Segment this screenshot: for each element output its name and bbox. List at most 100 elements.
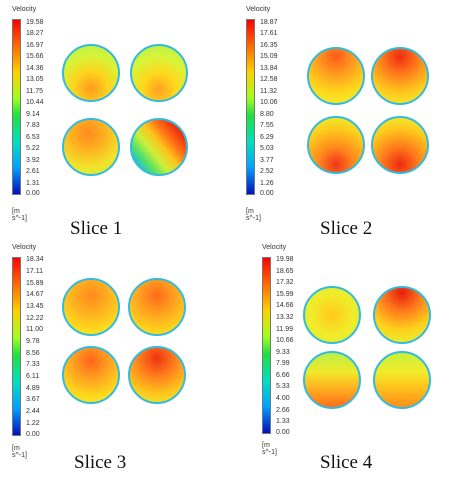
tick-label: 1.22	[26, 420, 40, 427]
contour-disc	[307, 116, 365, 174]
colorbar	[12, 257, 21, 436]
tick-label: 14.67	[26, 291, 44, 298]
slice-label: Slice 3	[74, 452, 127, 473]
unit-label: [m s^-1]	[12, 208, 27, 222]
tick-label: 6.66	[276, 372, 290, 379]
tick-label: 6.11	[26, 373, 40, 380]
contour-disc	[373, 286, 431, 344]
tick-label: 15.89	[26, 280, 44, 287]
tick-label: 9.78	[26, 338, 40, 345]
tick-label: 9.33	[276, 349, 290, 356]
tick-label: 18.87	[260, 19, 278, 26]
tick-label: 6.53	[26, 134, 40, 141]
tick-label: 5.22	[26, 145, 40, 152]
tick-label: 2.61	[26, 168, 40, 175]
contour-disc	[303, 286, 361, 344]
colorbar	[246, 19, 255, 195]
tick-label: 14.36	[26, 65, 44, 72]
tick-label: 2.66	[276, 407, 290, 414]
tick-label: 13.32	[276, 314, 294, 321]
contour-disc	[307, 47, 365, 105]
tick-label: 11.32	[260, 88, 277, 95]
contour-disc	[371, 116, 429, 174]
tick-label: 3.92	[26, 157, 40, 164]
tick-label: 8.56	[26, 350, 40, 357]
tick-label: 11.00	[26, 326, 43, 333]
contour-disc	[303, 351, 361, 409]
tick-label: 9.14	[26, 111, 40, 118]
tick-label: 10.06	[260, 99, 278, 106]
legend-title: Velocity	[12, 6, 37, 13]
tick-label: 13.84	[260, 65, 278, 72]
unit-label: [m s^-1]	[262, 442, 277, 456]
tick-label: 7.33	[26, 361, 40, 368]
tick-label: 15.99	[276, 291, 294, 298]
tick-label: 16.97	[26, 42, 44, 49]
tick-label: 12.22	[26, 315, 44, 322]
tick-label: 8.80	[260, 111, 274, 118]
unit-label: [m s^-1]	[12, 445, 27, 459]
legend-title: Velocity	[12, 244, 37, 251]
contour-disc	[130, 44, 188, 102]
velocity-contour-discs	[303, 286, 431, 409]
tick-label: 19.98	[276, 256, 294, 263]
tick-label: 10.66	[276, 337, 294, 344]
tick-label: 0.00	[260, 190, 274, 197]
contour-disc	[62, 118, 120, 176]
colorbar	[12, 19, 21, 195]
tick-label: 18.34	[26, 256, 44, 263]
tick-label: 15.66	[26, 53, 44, 60]
slice-label: Slice 4	[320, 452, 373, 473]
tick-label: 18.27	[26, 30, 44, 37]
tick-label: 7.99	[276, 360, 290, 367]
tick-label: 0.00	[26, 190, 40, 197]
legend-title: Velocity	[246, 6, 271, 13]
contour-disc	[128, 278, 186, 336]
tick-label: 3.77	[260, 157, 274, 164]
tick-label: 6.29	[260, 134, 274, 141]
legend-title: Velocity	[262, 244, 287, 251]
tick-label: 17.11	[26, 268, 43, 275]
contour-disc	[373, 351, 431, 409]
tick-label: 2.44	[26, 408, 40, 415]
tick-label: 5.03	[260, 145, 274, 152]
velocity-contour-discs	[62, 44, 188, 176]
tick-label: 17.61	[260, 30, 278, 37]
tick-label: 2.52	[260, 168, 274, 175]
slice-label: Slice 1	[70, 218, 123, 239]
tick-label: 0.00	[276, 429, 290, 436]
tick-label: 12.58	[260, 76, 278, 83]
tick-label: 7.55	[260, 122, 274, 129]
contour-disc	[62, 44, 120, 102]
slice-label: Slice 2	[320, 218, 373, 239]
tick-label: 4.00	[276, 395, 290, 402]
tick-label: 11.99	[276, 326, 293, 333]
tick-label: 13.45	[26, 303, 44, 310]
contour-disc	[128, 346, 186, 404]
tick-label: 13.05	[26, 76, 44, 83]
tick-label: 1.33	[276, 418, 290, 425]
tick-label: 4.89	[26, 385, 40, 392]
contour-disc	[62, 346, 120, 404]
tick-label: 15.09	[260, 53, 278, 60]
tick-label: 17.32	[276, 279, 294, 286]
tick-label: 16.35	[260, 42, 278, 49]
tick-label: 0.00	[26, 431, 40, 438]
contour-disc	[130, 118, 188, 176]
tick-label: 5.33	[276, 383, 290, 390]
contour-disc	[371, 47, 429, 105]
tick-label: 1.31	[26, 180, 40, 187]
unit-label: [m s^-1]	[246, 208, 261, 222]
contour-disc	[62, 278, 120, 336]
tick-label: 7.83	[26, 122, 40, 129]
tick-label: 10.44	[26, 99, 44, 106]
tick-label: 18.65	[276, 268, 294, 275]
velocity-contour-discs	[307, 47, 429, 174]
tick-label: 1.26	[260, 180, 274, 187]
velocity-contour-discs	[62, 278, 186, 404]
tick-label: 19.58	[26, 19, 44, 26]
colorbar	[262, 257, 271, 434]
tick-label: 11.75	[26, 88, 43, 95]
tick-label: 14.66	[276, 302, 294, 309]
tick-label: 3.67	[26, 396, 40, 403]
